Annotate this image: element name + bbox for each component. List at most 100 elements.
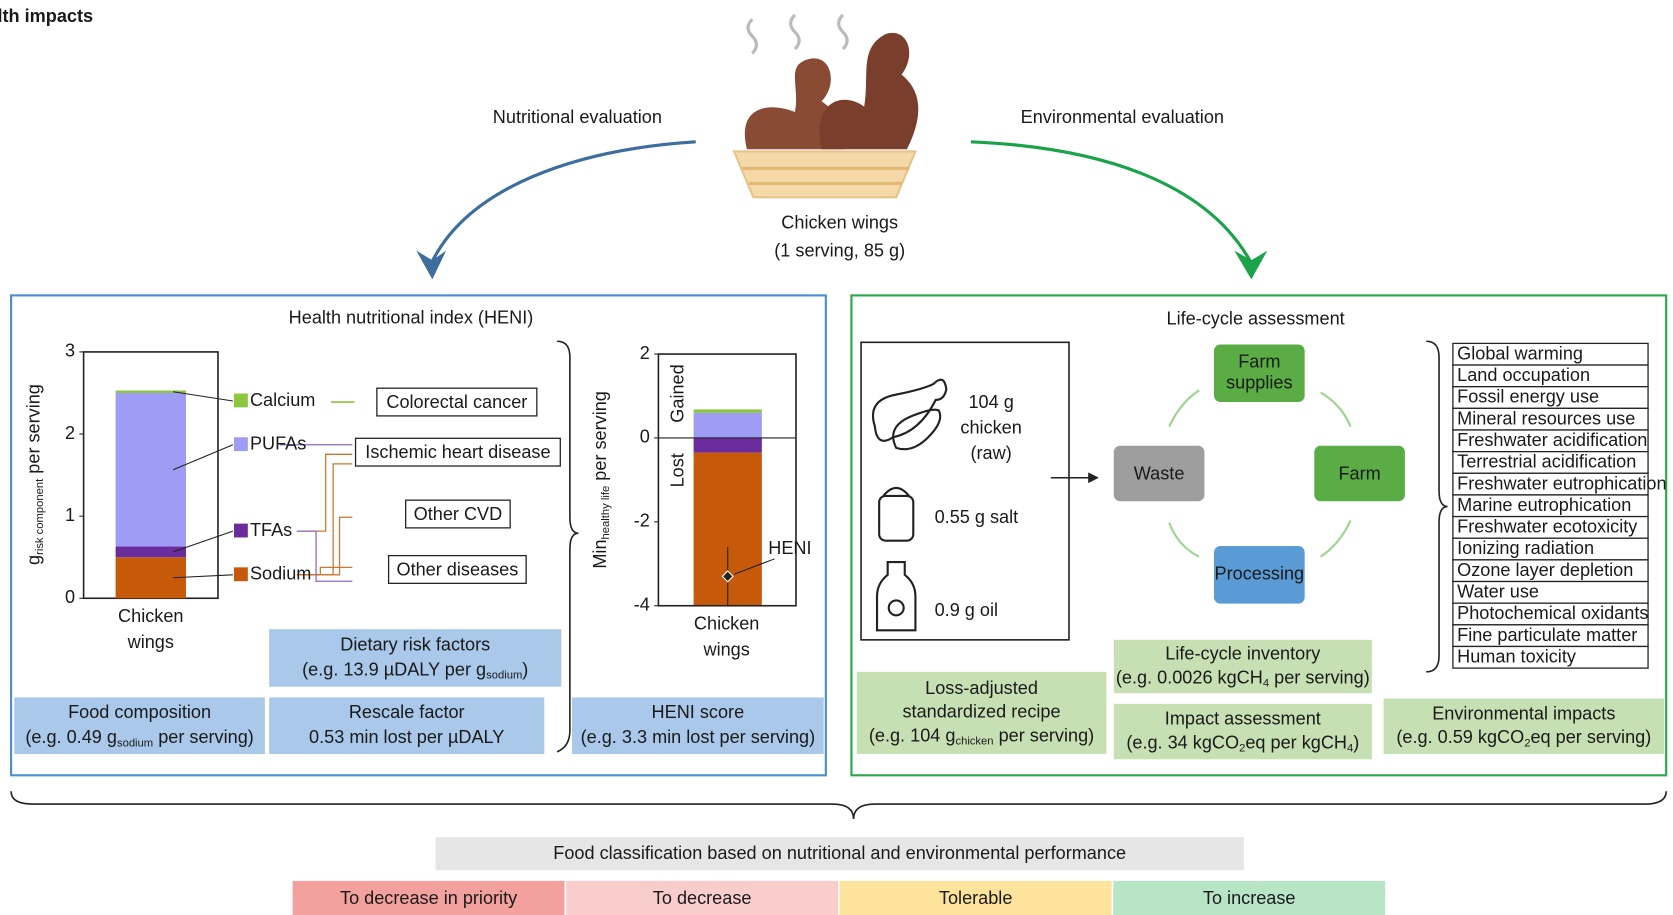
cycle-label: Farm [1338, 463, 1380, 483]
text-part: per serving [23, 384, 43, 479]
step-box [856, 671, 1107, 754]
text-part: eq per serving) [1530, 727, 1651, 747]
cycle-step [1214, 344, 1305, 403]
category-label: Chicken [118, 606, 183, 626]
recipe-item: 0.9 g oil [935, 600, 998, 620]
legend-label: Sodium [250, 564, 311, 584]
text-part: risk component [34, 478, 46, 555]
panel-title: Life-cycle assessment [1167, 309, 1345, 329]
cycle-step [1314, 445, 1405, 502]
cycle-arrows [1168, 389, 1352, 558]
text-part: per serving [590, 391, 610, 486]
legend-label: TFAs [250, 520, 292, 540]
text-part: 2 [1524, 737, 1530, 749]
connectors [279, 444, 353, 582]
brace [556, 340, 579, 753]
step-box [1113, 703, 1372, 760]
outcome-label: Colorectal cancer [386, 392, 527, 412]
arrowhead [1234, 250, 1268, 280]
bar-segment [693, 412, 762, 438]
recipe-box [860, 341, 1070, 641]
outcome-label: Other CVD [414, 504, 503, 524]
y-tick-label: 2 [640, 343, 650, 363]
impact-category: Freshwater acidification [1457, 430, 1647, 450]
class-label: Tolerable [939, 888, 1013, 908]
impact-category: Freshwater eutrophication [1457, 473, 1666, 493]
step-label: Rescale factor [349, 702, 465, 722]
text-part: Min [590, 539, 610, 568]
category-label: Chicken [694, 614, 759, 634]
panel-title: Health nutritional index (HENI) [289, 308, 534, 328]
impact-category: Photochemical oxidants [1457, 603, 1648, 623]
bar-segment [115, 546, 186, 558]
outcome-box [354, 437, 561, 467]
class-box [1113, 880, 1386, 915]
step-label: (e.g. 0.0026 kgCH4 per serving) [1116, 667, 1370, 690]
outcome-label: Ischemic heart disease [365, 442, 550, 462]
classification-title: Food classification based on nutritional… [553, 843, 1126, 863]
y-tick-label: 0 [640, 427, 650, 447]
section-label: Nutritional evaluation [493, 107, 662, 127]
step-box [14, 697, 265, 754]
leader-line [733, 558, 775, 575]
step-box [1383, 698, 1665, 754]
impact-category: Fine particulate matter [1457, 625, 1637, 645]
food-icon [732, 13, 919, 199]
class-box [292, 880, 565, 915]
impact-category: Ozone layer depletion [1457, 560, 1633, 580]
heni-marker [721, 570, 734, 583]
brace [10, 791, 1667, 820]
y-tick-label: 3 [65, 341, 75, 361]
text-part: 4 [1263, 678, 1269, 690]
arrowhead [416, 250, 447, 280]
recipe-item: 0.55 g salt [935, 507, 1019, 527]
step-label: (e.g. 13.9 µDALY per gsodium) [302, 659, 528, 682]
bar-segment [693, 437, 762, 453]
impact-category: Freshwater ecotoxicity [1457, 517, 1638, 537]
impact-row [1452, 645, 1649, 669]
category-label: wings [127, 632, 174, 652]
y-tick-label: 2 [65, 423, 75, 443]
lca-panel [850, 294, 1668, 777]
step-label: (e.g. 104 gchicken per serving) [869, 725, 1094, 748]
text-part: per serving) [1269, 667, 1370, 687]
classification-box [435, 837, 1244, 871]
outcome-box [405, 499, 511, 529]
text-part: ) [1353, 732, 1359, 752]
step-box [572, 697, 824, 754]
text-part: (e.g. 34 kgCO [1126, 732, 1239, 752]
category-label: wings [703, 639, 750, 659]
text-part: (e.g. 0.49 g [25, 727, 117, 747]
marker-label: HENI [768, 538, 811, 558]
leader-line [172, 444, 234, 471]
outcome-box [387, 554, 527, 584]
step-label: HENI score [652, 702, 745, 722]
region-label: Gained [667, 364, 687, 422]
step-label: standardized recipe [903, 702, 1061, 722]
text-part: (e.g. 13.9 µDALY per g [302, 659, 486, 679]
bar-segment [115, 390, 186, 393]
text-part: per serving) [994, 725, 1095, 745]
step-box [269, 697, 545, 754]
y-axis-label: grisk component per serving [23, 384, 46, 565]
section-label: Environmental evaluation [1021, 107, 1224, 127]
text-part: sodium [486, 670, 522, 682]
text-part: healthy life [600, 486, 612, 540]
class-box [839, 880, 1112, 915]
impact-category: Mineral resources use [1457, 408, 1635, 428]
impact-category: Land occupation [1457, 365, 1590, 385]
cycle-label: Processing [1215, 564, 1305, 584]
text-part: (e.g. 0.0026 kgCH [1116, 667, 1263, 687]
food-name: Chicken wings [781, 213, 898, 233]
leader-line [173, 574, 233, 579]
y-tick-label: -2 [634, 511, 650, 531]
step-label: (e.g. 34 kgCO2eq per kgCH4) [1126, 732, 1359, 755]
leader-line [173, 391, 233, 402]
text-part: (e.g. 104 g [869, 725, 956, 745]
step-label: Environmental impacts [1432, 703, 1615, 723]
legend-swatch [233, 567, 248, 582]
text-part: (e.g. 0.59 kgCO [1396, 727, 1524, 747]
class-label: To decrease [653, 888, 752, 908]
page-title: health impacts [0, 6, 93, 26]
arrowhead [1088, 472, 1099, 484]
